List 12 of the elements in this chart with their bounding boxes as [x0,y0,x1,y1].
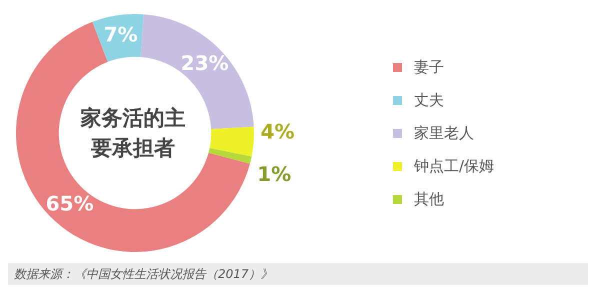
legend-label: 家里老人 [414,124,474,142]
legend-label: 钟点工/保姆 [414,156,494,176]
data-label: 4% [260,120,295,144]
data-label: 65% [46,192,94,216]
text: 家务活的主要承担者 [80,105,186,162]
legend-label: 妻子 [414,58,444,76]
legend-label: 丈夫 [414,90,444,110]
source-note: 数据来源：《中国女性生活状况报告（2017）》 [14,267,273,281]
data-label: 23% [180,50,229,75]
legend-label: 其他 [414,190,444,208]
data-label: 7% [104,22,138,47]
data-label: 1% [257,162,292,186]
